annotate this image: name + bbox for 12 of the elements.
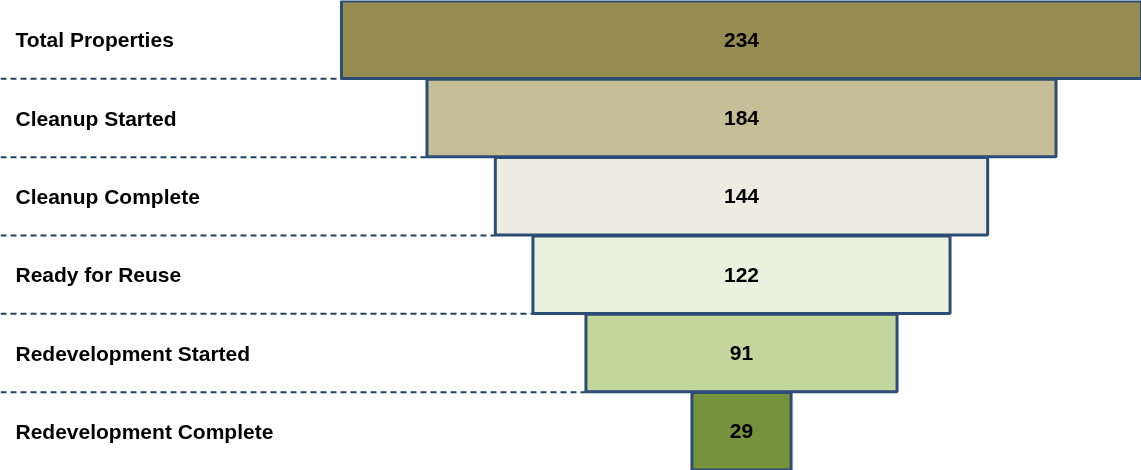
category-label: Ready for Reuse bbox=[15, 263, 182, 287]
data-label: 29 bbox=[729, 419, 754, 443]
data-label: 144 bbox=[723, 184, 760, 208]
data-label: 184 bbox=[723, 106, 760, 129]
category-label: Cleanup Started bbox=[15, 106, 177, 130]
data-label: 91 bbox=[729, 341, 754, 364]
category-label: Total Properties bbox=[15, 28, 174, 52]
data-label: 234 bbox=[723, 27, 760, 51]
category-label: Redevelopment Started bbox=[15, 341, 251, 365]
category-label: Cleanup Complete bbox=[15, 184, 200, 208]
category-label: Redevelopment Complete bbox=[15, 419, 274, 443]
data-label: 122 bbox=[723, 262, 760, 286]
